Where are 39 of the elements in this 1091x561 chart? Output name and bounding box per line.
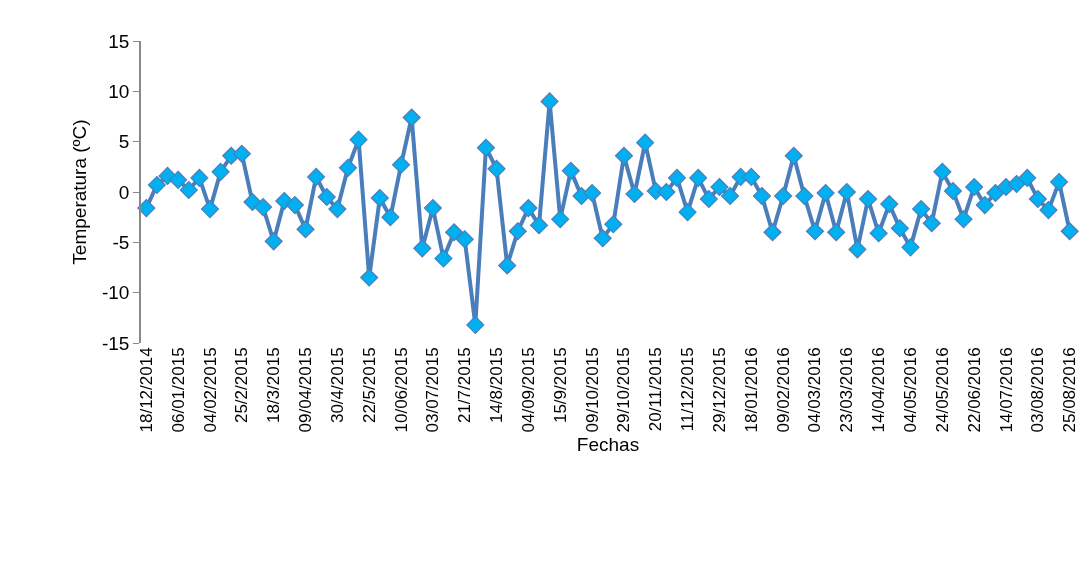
x-tick-label: 11/12/2015 xyxy=(678,347,698,432)
x-tick-label: 22/06/2016 xyxy=(964,347,984,433)
x-tick-label: 04/02/2015 xyxy=(200,347,220,433)
x-tick-label: 25/08/2016 xyxy=(1060,347,1080,433)
x-tick-label: 06/01/2015 xyxy=(168,347,188,433)
x-tick-label: 15/9/2015 xyxy=(550,347,570,424)
y-axis-title: Temperatura (ºC) xyxy=(69,119,91,265)
x-tick-label: 04/03/2016 xyxy=(805,347,825,433)
y-tick-label: 5 xyxy=(118,131,130,153)
y-tick-label: -15 xyxy=(101,332,130,354)
x-tick-label: 29/12/2015 xyxy=(709,347,729,433)
x-tick-label: 21/7/2015 xyxy=(455,347,475,424)
x-tick-label: 30/4/2015 xyxy=(327,347,347,424)
x-tick-label: 10/06/2015 xyxy=(391,347,411,433)
x-tick-label: 20/11/2015 xyxy=(646,347,666,432)
x-tick-label: 09/10/2015 xyxy=(582,347,602,433)
x-tick-label: 23/03/2016 xyxy=(837,347,857,433)
x-tick-label: 18/3/2015 xyxy=(264,347,284,424)
x-tick-label: 04/09/2015 xyxy=(518,347,538,433)
x-tick-label: 14/07/2016 xyxy=(996,347,1016,433)
x-tick-label: 03/08/2016 xyxy=(1028,347,1048,433)
x-tick-label: 04/05/2016 xyxy=(901,347,921,433)
x-tick-label: 18/01/2016 xyxy=(741,347,761,433)
x-tick-label: 14/04/2016 xyxy=(869,347,889,433)
y-tick-label: -10 xyxy=(101,282,130,304)
x-tick-label: 14/8/2015 xyxy=(487,347,507,424)
x-tick-label: 18/12/2014 xyxy=(136,347,156,433)
x-tick-label: 22/5/2015 xyxy=(359,347,379,424)
x-tick-label: 03/07/2015 xyxy=(423,347,443,433)
y-tick-label: 10 xyxy=(108,80,130,102)
y-tick-label: 15 xyxy=(108,30,130,52)
x-tick-label: 29/10/2015 xyxy=(614,347,634,433)
y-tick-label: 0 xyxy=(118,181,130,203)
x-tick-label: 24/05/2016 xyxy=(932,347,952,433)
x-tick-label: 09/02/2016 xyxy=(773,347,793,433)
x-tick-label: 25/2/2015 xyxy=(232,347,252,424)
y-tick-label: -5 xyxy=(112,231,130,253)
x-tick-label: 09/04/2015 xyxy=(296,347,316,433)
x-axis-title: Fechas xyxy=(576,434,640,456)
